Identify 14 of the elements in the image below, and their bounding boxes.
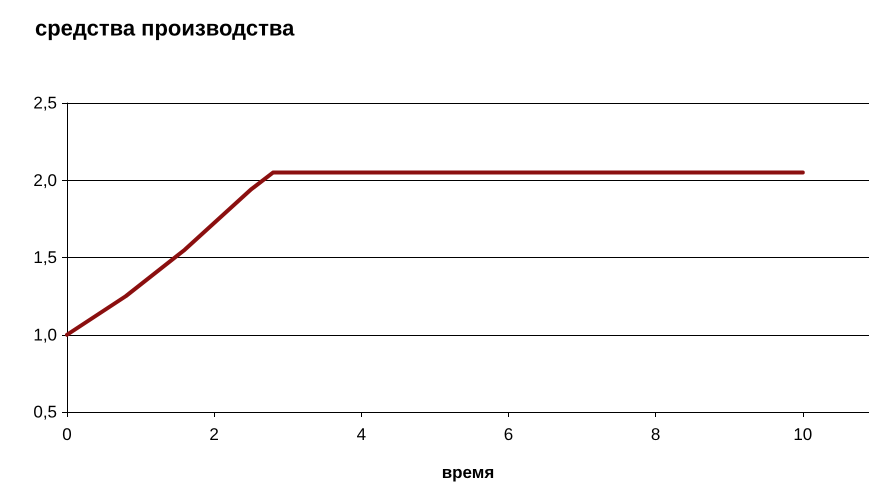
x-tick-label: 6 xyxy=(504,425,514,444)
y-tick-label: 1,5 xyxy=(33,248,57,267)
x-tick-label: 0 xyxy=(62,425,72,444)
y-tick-label: 1,0 xyxy=(33,325,57,344)
y-tick-label: 2,0 xyxy=(33,170,57,190)
chart-title: средства производства xyxy=(35,16,296,40)
x-tick-label: 8 xyxy=(650,425,660,444)
line-series xyxy=(65,170,805,337)
x-axis-title: время xyxy=(442,463,494,482)
x-tick-label: 10 xyxy=(793,425,812,444)
x-tick-label: 2 xyxy=(209,425,219,444)
x-tick-label: 4 xyxy=(356,425,366,444)
y-tick-label: 0,5 xyxy=(33,402,57,422)
y-tick-label: 2,5 xyxy=(33,94,57,112)
